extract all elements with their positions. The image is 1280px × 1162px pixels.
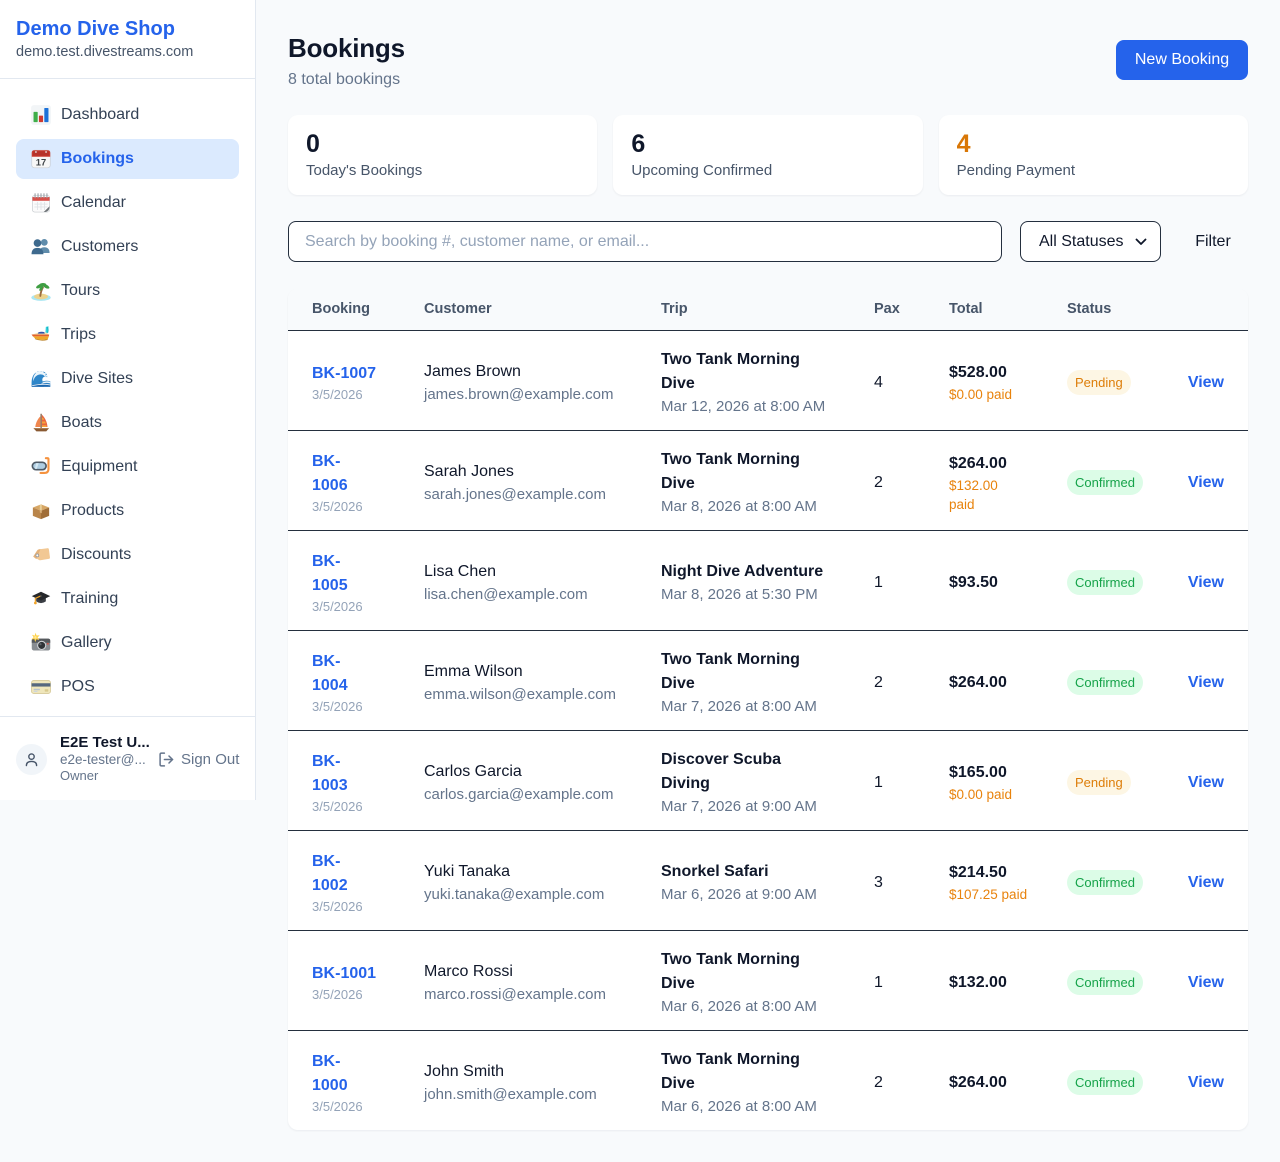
svg-text:17: 17 [36, 157, 46, 167]
